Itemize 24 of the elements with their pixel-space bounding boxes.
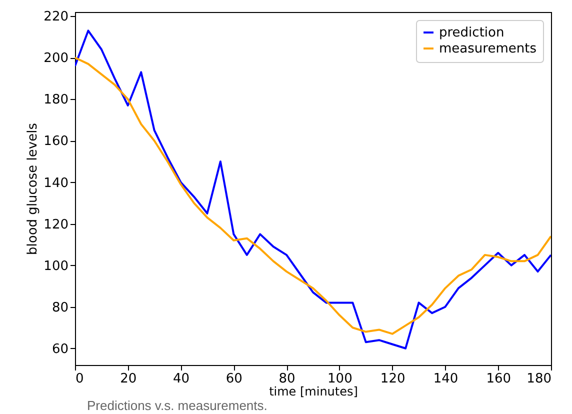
y-tick-label: 200 (44, 51, 68, 66)
y-tick-label: 140 (44, 176, 68, 191)
x-tick-label: 20 (120, 372, 137, 386)
y-tick-label: 220 (44, 10, 68, 25)
x-tick-label: 160 (486, 372, 512, 386)
x-tick-label: 80 (278, 372, 296, 386)
text: Predictions v.s. measurements. (87, 398, 268, 413)
y-tick-label: 100 (44, 258, 68, 274)
x-tick-label: 180 (526, 372, 552, 386)
x-tick-label: 140 (433, 372, 458, 386)
x-tick-label: 40 (173, 372, 190, 386)
y-tick-label: 60 (52, 342, 68, 357)
y-tick-label: 80 (52, 300, 68, 316)
legend-label: measurements (439, 42, 537, 56)
x-tick-label: 60 (226, 372, 242, 386)
y-axis-title: blood glucose levels (26, 122, 41, 255)
legend-label: prediction (439, 26, 504, 40)
y-tick-label: 160 (44, 134, 68, 150)
x-tick-label: 0 (76, 372, 84, 386)
x-axis-title: time [minutes] (269, 384, 358, 398)
x-tick-label: 100 (328, 372, 352, 386)
y-tick-label: 120 (44, 217, 68, 232)
x-tick-label: 120 (380, 372, 406, 386)
y-tick-label: 180 (44, 92, 68, 108)
